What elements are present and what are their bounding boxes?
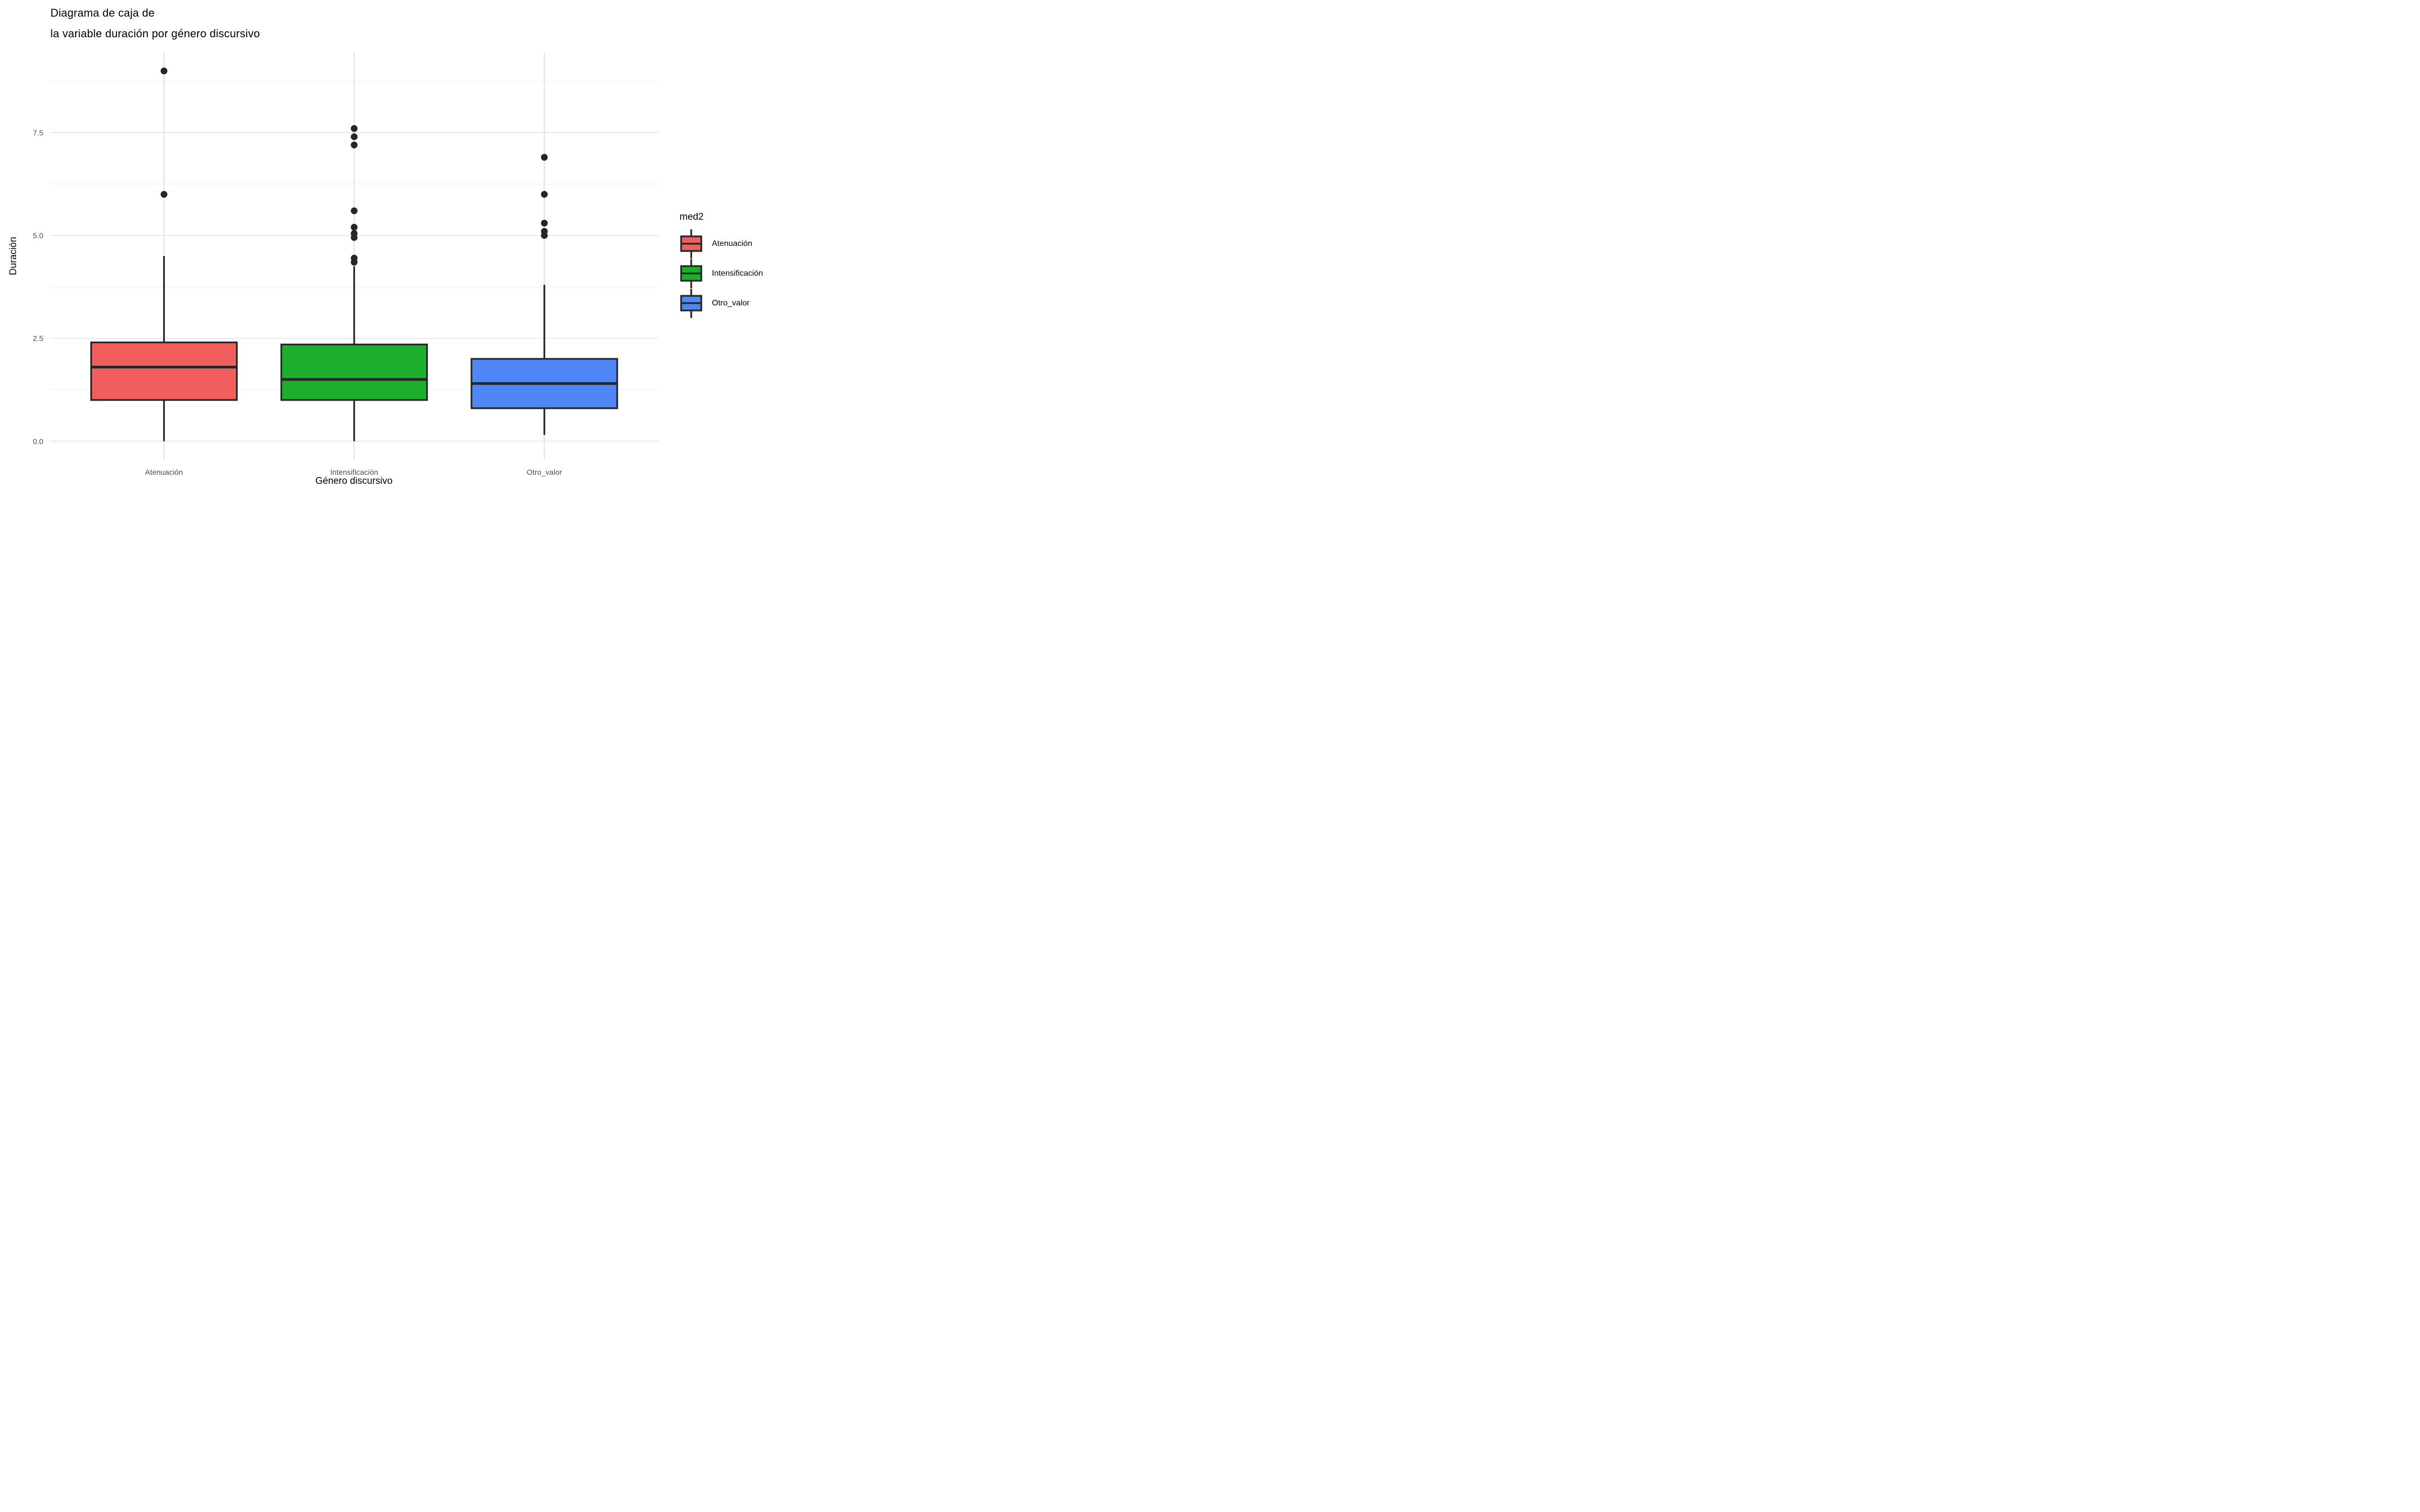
box-Intensificación — [280, 343, 428, 401]
outlier-dot — [350, 125, 358, 132]
legend: med2 Atenuación Intensificación Otro_valor — [680, 212, 763, 318]
outlier-dot — [350, 141, 358, 149]
legend-item: Atenuación — [680, 229, 763, 259]
legend-title: med2 — [680, 212, 704, 222]
legend-items: Atenuación Intensificación Otro_valor — [680, 229, 763, 318]
outlier-dot — [540, 191, 548, 198]
outlier-dot — [350, 224, 358, 231]
legend-key-boxplot-icon — [680, 229, 702, 259]
outlier-dot — [540, 228, 548, 235]
y-tick-label: 7.5 — [33, 129, 43, 138]
legend-key-boxplot-icon — [680, 259, 702, 288]
legend-label: Intensificación — [712, 269, 763, 278]
box-Atenuación — [90, 341, 238, 401]
legend-label: Atenuación — [712, 239, 753, 248]
legend-key-boxplot-icon — [680, 288, 702, 318]
y-tick-label: 0.0 — [33, 437, 43, 446]
outlier-dot — [540, 154, 548, 161]
outlier-dot — [350, 207, 358, 214]
x-axis-title: Género discursivo — [315, 476, 393, 486]
y-tick-label: 5.0 — [33, 232, 43, 240]
outlier-dot — [350, 255, 358, 262]
y-tick-label: 2.5 — [33, 335, 43, 343]
plot-canvas: 0.0 2.5 5.0 7.5 Atenuación Intensificación Otr… — [33, 52, 658, 477]
legend-item: Otro_valor — [680, 288, 763, 318]
outlier-dot — [160, 68, 168, 75]
outlier-dot — [160, 191, 168, 198]
outlier-dot — [350, 230, 358, 237]
legend-item: Intensificación — [680, 259, 763, 288]
outlier-dot — [540, 220, 548, 227]
x-tick-label: Otro_valor — [527, 468, 562, 477]
legend-label: Otro_valor — [712, 298, 750, 307]
outlier-dot — [350, 133, 358, 141]
x-tick-label: Atenuación — [145, 468, 183, 477]
boxplot-figure: Diagrama de caja de la variable duración… — [0, 0, 807, 504]
y-axis-title: Duración — [8, 236, 19, 276]
chart-title: Diagrama de caja de la variable duración… — [50, 7, 260, 40]
x-tick-label: Intensificación — [330, 468, 378, 477]
